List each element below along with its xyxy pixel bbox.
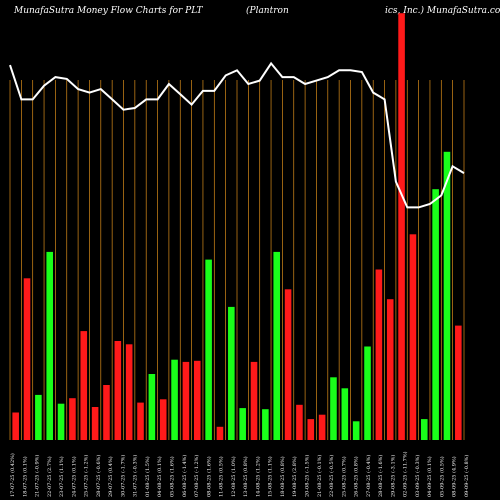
volume-bar [80, 331, 88, 440]
x-tick-label: 21-08-25 (-0.1%) [316, 455, 323, 497]
volume-bar [455, 325, 462, 440]
x-tick-label: 18-08-25 (0.8%) [279, 456, 286, 497]
x-tick-labels: 17-07-25 (0.42%) 18-07-25 (0.1%) 21-07-25 … [9, 451, 470, 497]
volume-bar [341, 388, 349, 440]
volume-bar [284, 289, 292, 440]
volume-bar [228, 306, 235, 440]
volume-bar [262, 409, 269, 440]
x-tick-label: 04-08-25 (0.1%) [156, 456, 163, 497]
x-tick-label: 03-09-25 (-0.3%) [414, 455, 421, 497]
x-tick-label: 05-09-25 (0.5%) [439, 456, 446, 497]
x-tick-label: 08-08-25 (1.6%) [205, 456, 212, 497]
x-tick-label: 02-09-25 (-11.7%) [402, 451, 409, 497]
volume-bar [409, 234, 417, 440]
volume-bar [137, 402, 144, 440]
x-tick-label: 29-08-25 (-3.1%) [389, 455, 396, 497]
volume-bar [420, 419, 428, 440]
volume-bar [35, 394, 42, 440]
volume-bar [386, 299, 394, 440]
x-tick-label: 26-08-25 (0.8%) [353, 456, 360, 497]
x-tick-label: 07-08-25 (-1.2%) [193, 455, 200, 497]
volume-bar [193, 360, 201, 440]
volume-bar [148, 374, 156, 440]
x-tick-label: 13-08-25 (0.8%) [242, 456, 249, 497]
volume-bar [114, 341, 122, 440]
volume-bar [125, 344, 133, 440]
chart-title-mid: (Plantron [246, 5, 289, 16]
volume-bar [205, 259, 212, 440]
volume-bar [69, 398, 76, 440]
volume-bar [91, 407, 99, 440]
chart-title-right: ics, Inc.) MunafaSutra.com [385, 5, 500, 16]
x-tick-label: 22-07-25 (2.7%) [46, 456, 53, 497]
x-tick-label: 25-08-25 (0.7%) [340, 456, 347, 497]
volume-bar [352, 421, 360, 440]
x-tick-label: 22-08-25 (-0.5%) [328, 455, 335, 497]
x-tick-label: 06-08-25 (-1.4%) [181, 455, 188, 497]
volume-bar [46, 251, 54, 440]
volume-bar [398, 13, 405, 440]
x-tick-label: 27-08-25 (-0.4%) [365, 455, 372, 497]
volume-bar [432, 189, 439, 440]
x-tick-label: 17-07-25 (0.42%) [9, 453, 16, 497]
x-tick-label: 28-08-25 (-1.6%) [377, 455, 384, 497]
x-tick-label: 20-08-25 (-1.5%) [304, 455, 311, 497]
volume-bar [250, 361, 258, 440]
grid-lines [9, 80, 465, 440]
price-line [9, 61, 465, 209]
x-tick-label: 28-07-25 (-0.6%) [95, 455, 102, 497]
x-tick-label: 23-07-25 (1.1%) [58, 456, 65, 497]
volume-bar [103, 385, 110, 440]
volume-bar [273, 251, 281, 440]
x-tick-label: 30-07-25 (-1.7%) [119, 455, 126, 497]
volume-bar [182, 361, 190, 440]
volume-bar [330, 377, 337, 440]
volume-bar [57, 403, 65, 440]
volume-bar [364, 346, 371, 440]
volume-bar [443, 151, 451, 441]
x-tick-label: 24-07-25 (0.1%) [70, 456, 77, 497]
volume-bar [171, 359, 178, 440]
volume-bar [375, 269, 383, 440]
x-tick-label: 21-07-25 (-0.9%) [34, 455, 41, 497]
x-tick-label: 29-07-25 (0.4%) [107, 456, 114, 497]
x-tick-label: 12-08-25 (1.0%) [230, 456, 237, 497]
chart-title-left: MunafaSutra Money Flow Charts for PLT [13, 6, 203, 16]
x-tick-label: 14-08-25 (1.2%) [254, 456, 261, 497]
volume-bar [23, 278, 31, 440]
x-tick-label: 15-08-25 (1.1%) [267, 456, 274, 497]
x-tick-label: 25-07-25 (-1.2%) [83, 455, 90, 497]
volume-bars [12, 13, 462, 441]
x-tick-label: 31-07-25 (-0.3%) [132, 455, 139, 497]
x-tick-label: 01-08-25 (1.5%) [144, 456, 151, 497]
x-tick-label: 09-09-25 (-0.8%) [463, 455, 470, 497]
price-line-group [9, 61, 465, 209]
x-tick-label: 08-09-25 (4.9%) [451, 456, 458, 497]
volume-bar [12, 412, 19, 440]
volume-bar [307, 419, 315, 440]
x-tick-label: 11-08-25 (0.5%) [218, 456, 225, 497]
volume-bar [318, 414, 326, 440]
volume-bar [239, 408, 246, 440]
x-tick-label: 04-09-25 (0.1%) [426, 456, 433, 497]
volume-bar [296, 404, 303, 440]
x-tick-label: 19-08-25 (2.8%) [291, 456, 298, 497]
x-tick-label: 05-08-25 (1.6%) [169, 456, 176, 497]
volume-bar [159, 399, 167, 440]
volume-bar [216, 426, 224, 440]
x-tick-label: 18-07-25 (0.1%) [21, 456, 28, 497]
